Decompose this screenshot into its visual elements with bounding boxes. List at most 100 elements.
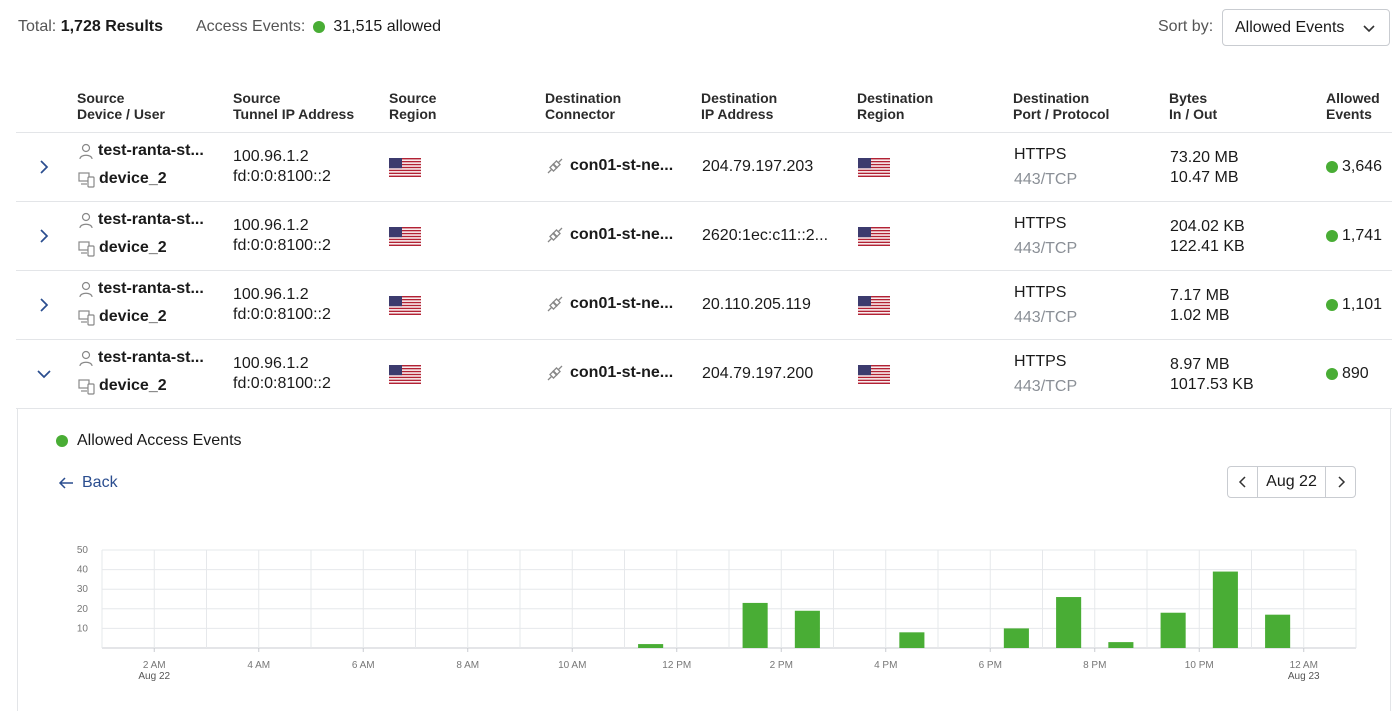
x-tick-label: 6 PM <box>979 660 1002 671</box>
expanded-row-detail: Allowed Access Events Back Aug 22 10 20 30… <box>17 408 1391 711</box>
destination-ip: 204.79.197.203 <box>702 158 814 175</box>
column-header: Source Tunnel IP Address <box>233 90 354 122</box>
total-results: Total: 1,728 Results <box>18 18 163 36</box>
user-icon <box>78 281 98 298</box>
bytes-in: 7.17 MB <box>1170 287 1230 304</box>
chart-bar <box>1265 614 1291 648</box>
connector-name: con01-st-ne... <box>570 295 674 312</box>
column-header-line2: Connector <box>545 106 615 122</box>
device-name: device_2 <box>99 308 167 325</box>
allowed-events-count: 3,646 <box>1342 158 1383 175</box>
access-events-value: 31,515 allowed <box>333 18 442 35</box>
chart-bar <box>1003 628 1029 648</box>
y-tick-label: 20 <box>77 604 89 615</box>
chart-bar <box>899 632 925 648</box>
chevron-right-icon[interactable] <box>36 228 52 244</box>
column-header-line2: Region <box>857 106 905 122</box>
column-header-line2: Tunnel IP Address <box>233 106 355 122</box>
column-header: Bytes In / Out <box>1169 90 1217 122</box>
connector-plug-icon <box>546 364 570 382</box>
results-summary-bar: Total: 1,728 Results Access Events: 31,5… <box>0 0 1392 56</box>
device-name: device_2 <box>99 239 167 256</box>
date-navigator: Aug 22 <box>1227 466 1356 498</box>
allowed-events: 890 <box>1326 365 1369 383</box>
source-device: device_2 <box>78 308 167 326</box>
connector-name: con01-st-ne... <box>570 364 674 381</box>
table-row[interactable]: test-ranta-st... device_2 100.96.1.2 fd:0:0… <box>16 340 1392 409</box>
column-header-line1: Destination <box>701 90 778 106</box>
destination-connector: con01-st-ne... <box>546 295 673 313</box>
user-name: test-ranta-st... <box>98 349 204 366</box>
column-header: Destination Region <box>857 90 933 122</box>
x-tick-label: 6 AM <box>352 660 375 671</box>
x-tick-label: 10 AM <box>558 660 586 671</box>
column-header-line2: Region <box>389 106 437 122</box>
source-device: device_2 <box>78 239 167 257</box>
device-icon <box>78 240 99 257</box>
chevron-down-icon[interactable] <box>36 366 52 382</box>
chart-bar <box>1108 642 1134 648</box>
device-icon <box>78 309 99 326</box>
destination-port: 443/TCP <box>1014 240 1078 257</box>
user-name: test-ranta-st... <box>98 211 204 228</box>
column-header-line2: Device / User <box>77 106 165 122</box>
column-header: Allowed Events <box>1326 90 1380 122</box>
table-row[interactable]: test-ranta-st... device_2 100.96.1.2 fd:0:0… <box>16 133 1392 202</box>
us-flag-icon <box>389 227 421 246</box>
x-tick-label: 8 PM <box>1083 660 1106 671</box>
next-date-button[interactable] <box>1325 467 1355 497</box>
user-name: test-ranta-st... <box>98 280 204 297</box>
previous-date-button[interactable] <box>1228 467 1258 497</box>
table-header: Source Device / User Source Tunnel IP Addre… <box>16 90 1392 133</box>
source-device: device_2 <box>78 170 167 188</box>
connector-plug-icon <box>546 295 570 313</box>
us-flag-icon <box>858 158 890 177</box>
x-tick-label: 8 AM <box>456 660 479 671</box>
chart-bar <box>742 602 768 648</box>
column-header: Destination Port / Protocol <box>1013 90 1109 122</box>
destination-protocol: HTTPS <box>1014 146 1067 163</box>
source-user: test-ranta-st... <box>78 349 204 367</box>
destination-ip: 20.110.205.119 <box>702 296 811 313</box>
y-tick-label: 50 <box>77 545 89 556</box>
chevron-right-icon[interactable] <box>36 297 52 313</box>
source-ipv4: 100.96.1.2 <box>233 148 309 165</box>
bytes-out: 122.41 KB <box>1170 238 1245 255</box>
device-name: device_2 <box>99 377 167 394</box>
destination-protocol: HTTPS <box>1014 215 1067 232</box>
source-ipv6: fd:0:0:8100::2 <box>233 306 331 323</box>
back-label: Back <box>82 474 118 491</box>
y-tick-label: 40 <box>77 565 89 576</box>
destination-connector: con01-st-ne... <box>546 226 673 244</box>
column-header: Destination IP Address <box>701 90 777 122</box>
us-flag-icon <box>858 365 890 384</box>
chart-legend: Allowed Access Events <box>56 432 242 450</box>
allowed-events: 1,741 <box>1326 227 1382 245</box>
column-header-line1: Source <box>389 90 437 106</box>
column-header-line2: IP Address <box>701 106 774 122</box>
source-device: device_2 <box>78 377 167 395</box>
column-header: Source Device / User <box>77 90 165 122</box>
sort-by-dropdown[interactable]: Allowed Events <box>1222 9 1390 46</box>
table-row[interactable]: test-ranta-st... device_2 100.96.1.2 fd:0:0… <box>16 271 1392 340</box>
chevron-down-icon <box>1363 25 1375 33</box>
table-row[interactable]: test-ranta-st... device_2 100.96.1.2 fd:0:0… <box>16 202 1392 271</box>
source-ipv4: 100.96.1.2 <box>233 217 309 234</box>
source-ipv6: fd:0:0:8100::2 <box>233 375 331 392</box>
connector-plug-icon <box>546 157 570 175</box>
chevron-right-icon[interactable] <box>36 159 52 175</box>
column-header: Destination Connector <box>545 90 621 122</box>
current-date: Aug 22 <box>1266 473 1317 490</box>
allowed-status-dot-icon <box>1326 230 1338 242</box>
device-icon <box>78 171 99 188</box>
connector-plug-icon <box>546 226 570 244</box>
user-name: test-ranta-st... <box>98 142 204 159</box>
us-flag-icon <box>858 227 890 246</box>
connector-name: con01-st-ne... <box>570 157 674 174</box>
destination-protocol: HTTPS <box>1014 284 1067 301</box>
back-button[interactable]: Back <box>58 474 118 492</box>
destination-port: 443/TCP <box>1014 171 1078 188</box>
source-ipv4: 100.96.1.2 <box>233 355 309 372</box>
destination-port: 443/TCP <box>1014 309 1078 326</box>
access-events-summary: Access Events: 31,515 allowed <box>196 18 441 36</box>
